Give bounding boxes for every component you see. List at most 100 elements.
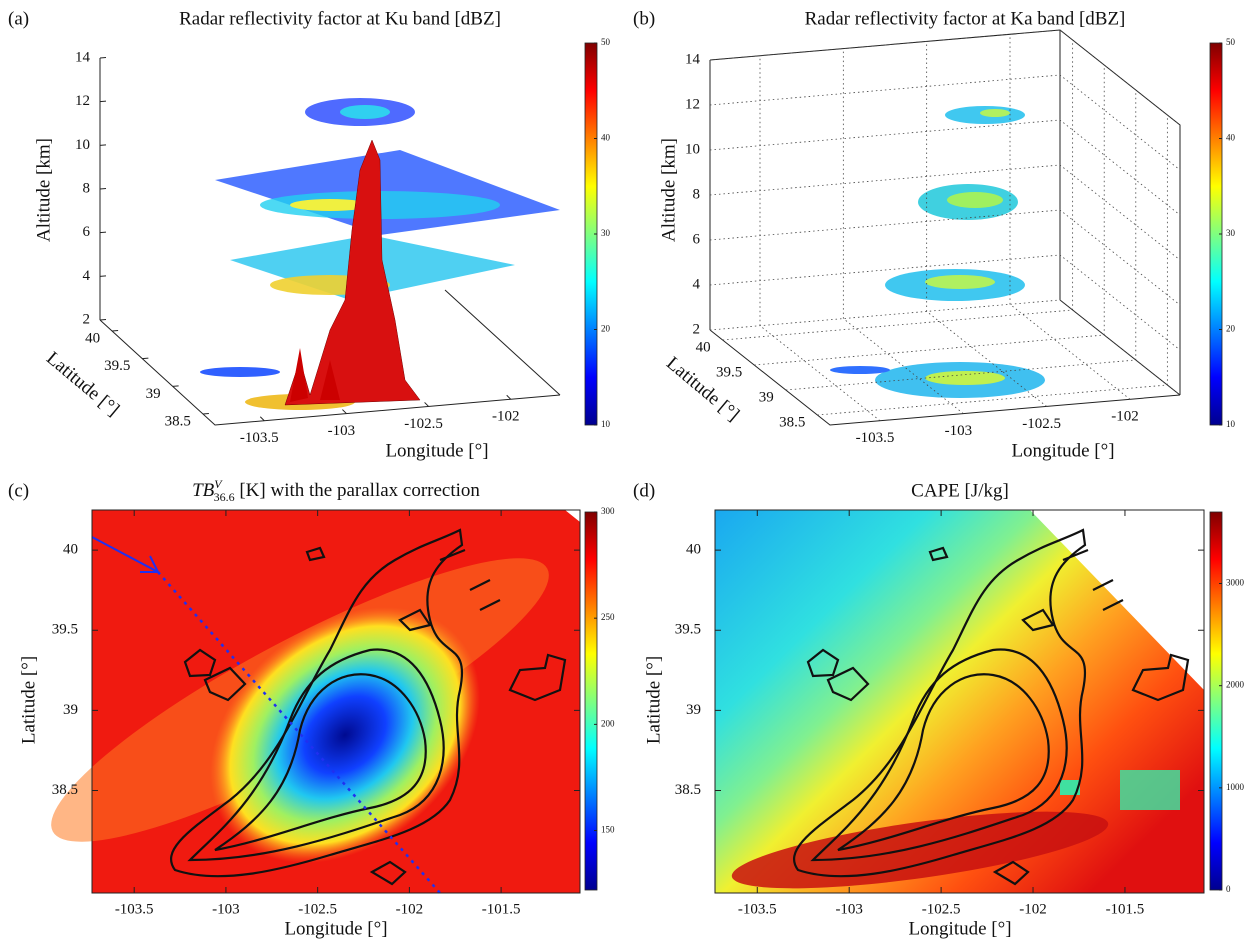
z-tick-label: 8 <box>83 180 91 196</box>
grid-line <box>709 119 1181 216</box>
y-tick-label: 38.5 <box>779 414 805 430</box>
x-tick-label: -103.5 <box>738 901 777 917</box>
z-tick-label: 2 <box>693 321 701 337</box>
x-tick-label: -102.5 <box>1022 416 1061 432</box>
grid-line <box>709 299 1181 396</box>
x-tick-label: -102.5 <box>298 901 337 917</box>
y-tick-label: 39 <box>63 702 78 718</box>
colorbar-tick-label: 50 <box>1226 37 1236 47</box>
y-tick-label: 39 <box>759 389 774 405</box>
z-tick-label: 6 <box>693 231 701 247</box>
y-tick-label: 39.5 <box>675 622 701 638</box>
panel-label: (c) <box>8 480 29 501</box>
title-sub: 36.6 <box>214 490 235 504</box>
y-tick-label: 38.5 <box>675 782 701 798</box>
grid-line <box>785 90 1137 391</box>
colorbar-tick-label: 30 <box>1226 228 1236 238</box>
z-tick-label: 8 <box>693 186 701 202</box>
x-axis-label: Longitude [°] <box>385 440 488 461</box>
chart-title: Radar reflectivity factor at Ka band [dB… <box>805 8 1126 29</box>
tick-mark <box>172 385 179 387</box>
x-tick-label: -103 <box>328 423 356 439</box>
colorbar-tick-label: 3000 <box>1226 578 1245 588</box>
colorbar-tick-label: 1000 <box>1226 782 1245 792</box>
tick-mark <box>99 57 107 59</box>
y-axis-label: Latitude [°] <box>643 656 664 744</box>
tick-mark <box>99 231 107 234</box>
x-tick-label: -101.5 <box>482 901 521 917</box>
x-tick-label: -102 <box>1019 901 1047 917</box>
y-tick-label: 40 <box>686 542 701 558</box>
tick-mark <box>99 100 107 103</box>
tick-mark <box>142 357 149 360</box>
grid-line <box>709 74 1181 171</box>
grid-line <box>1009 34 1131 400</box>
reflectivity-imagery <box>200 98 560 410</box>
x-tick-label: -103 <box>835 901 863 917</box>
tick-mark <box>506 394 512 400</box>
x-tick-label: -102.5 <box>404 416 443 432</box>
colorbar-tick-label: 20 <box>601 324 611 334</box>
x-tick-label: -102 <box>492 409 520 425</box>
tick-mark <box>99 188 107 190</box>
grid-line <box>759 55 881 422</box>
z-tick-label: 4 <box>693 276 701 292</box>
brightness-temperature-imagery <box>51 510 580 894</box>
x-tick-label: -103 <box>212 901 240 917</box>
panel-label: (a) <box>8 8 29 29</box>
x-tick-label: -102 <box>1111 409 1139 425</box>
colorbar-tick-label: 250 <box>601 612 615 622</box>
colorbar-tick-label: 200 <box>601 718 615 728</box>
panel-label: (b) <box>633 8 655 29</box>
x-axis-label: Longitude [°] <box>284 918 387 939</box>
y-tick-label: 38.5 <box>165 413 191 429</box>
y-tick-label: 40 <box>696 339 711 355</box>
y-tick-label: 38.5 <box>52 782 78 798</box>
plot-frame <box>714 509 1205 894</box>
title-rest: [K] with the parallax correction <box>235 480 481 501</box>
axis-line <box>444 289 561 396</box>
x-tick-label: -102 <box>396 901 424 917</box>
colorbar-tick-label: 10 <box>601 419 611 429</box>
x-tick-label: -103 <box>945 423 973 439</box>
chart-title: CAPE [J/kg] <box>911 480 1009 501</box>
colorbar <box>1209 511 1223 891</box>
title-sup: V <box>214 477 223 491</box>
grid-line <box>709 209 1181 306</box>
colorbar <box>584 511 598 891</box>
plot-frame <box>91 509 581 894</box>
y-tick-label: 39.5 <box>104 358 130 374</box>
x-tick-label: -103.5 <box>856 430 895 446</box>
tick-mark <box>99 144 107 146</box>
colorbar-tick-label: 10 <box>1226 419 1236 429</box>
z-axis-label: Altitude [km] <box>33 138 54 242</box>
x-tick-label: -103.5 <box>115 901 154 917</box>
grid-line <box>817 115 1168 416</box>
x-tick-label: -102.5 <box>922 901 961 917</box>
z-tick-label: 12 <box>75 93 90 109</box>
z-tick-label: 10 <box>75 137 90 153</box>
grid-line <box>709 254 1181 351</box>
reflectivity-imagery <box>830 106 1045 398</box>
tick-mark <box>99 319 107 321</box>
chart-title: Radar reflectivity factor at Ku band [dB… <box>179 8 501 29</box>
grid-line <box>754 65 1105 366</box>
colorbar-tick-label: 40 <box>601 133 611 143</box>
tick-mark <box>202 412 209 415</box>
y-tick-label: 40 <box>85 330 100 346</box>
axis-line <box>709 329 1181 426</box>
colorbar-tick-label: 2000 <box>1226 680 1245 690</box>
colorbar-tick-label: 300 <box>601 506 615 516</box>
z-axis-label: Altitude [km] <box>658 138 679 242</box>
x-axis-label: Longitude [°] <box>1011 440 1114 461</box>
tick-mark <box>259 416 265 422</box>
colorbar-tick-label: 150 <box>601 825 615 835</box>
x-tick-label: -101.5 <box>1106 901 1145 917</box>
colorbar-tick-label: 0 <box>1226 884 1231 894</box>
y-tick-label: 39 <box>146 386 161 402</box>
z-tick-label: 14 <box>685 51 701 67</box>
tick-mark <box>99 275 107 277</box>
y-tick-label: 39.5 <box>52 622 78 638</box>
grid-line <box>709 164 1181 261</box>
